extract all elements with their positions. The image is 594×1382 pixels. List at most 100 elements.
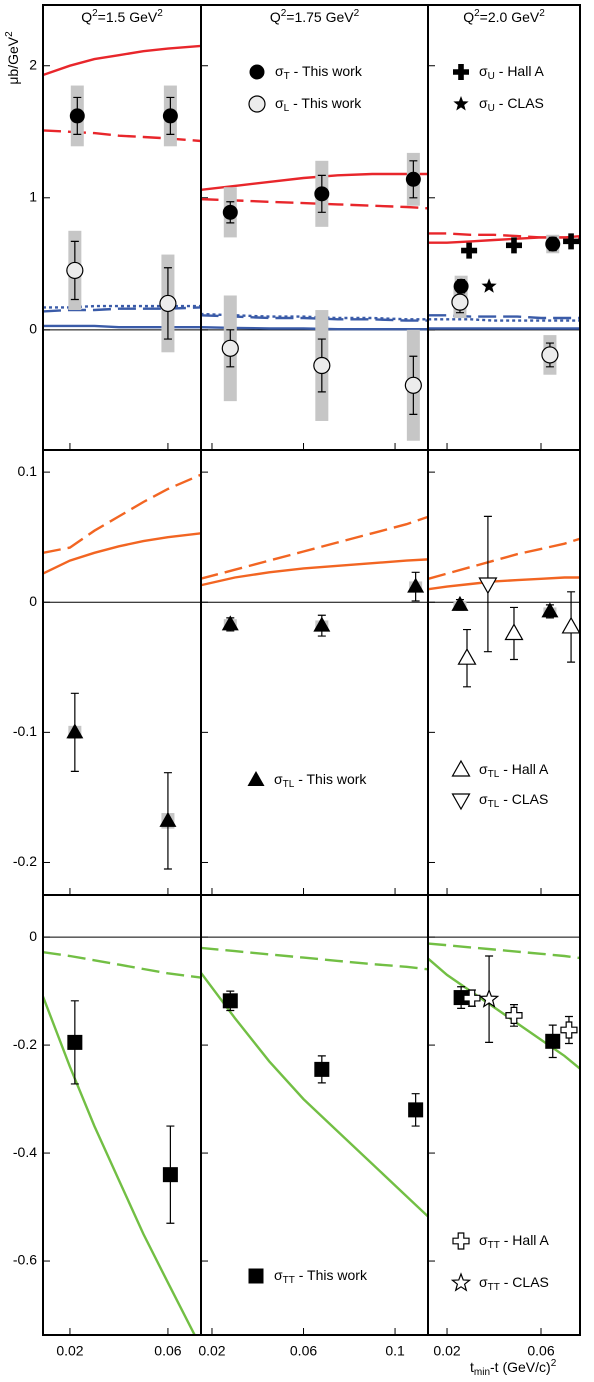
data-point (541, 346, 559, 364)
column-title-part: 2 (539, 8, 545, 19)
y-axis-label: μb/GeV2 (4, 31, 21, 85)
model-curve (43, 324, 201, 329)
column-title-part: Q (81, 9, 92, 25)
data-point (221, 339, 239, 357)
legend-label: σTL - Hall A (479, 761, 549, 780)
column-title-part: Q (270, 9, 281, 25)
legend-marker (451, 793, 471, 811)
column-title: Q2=2.0 GeV2 (463, 8, 545, 25)
panel-frame (42, 894, 202, 1336)
x-tick-label: 0.02 (433, 1343, 460, 1359)
legend-label: σU - Hall A (479, 63, 545, 82)
data-point (563, 233, 580, 250)
data-point (407, 577, 425, 593)
data-point (481, 278, 497, 293)
x-tick-label: 0.1 (385, 1343, 405, 1359)
legend-label-part: T (284, 71, 290, 82)
model-curve (428, 537, 580, 580)
data-point (313, 616, 331, 632)
data-point (453, 278, 469, 294)
x-axis-label-part: t (470, 1359, 474, 1375)
data-point (451, 595, 469, 611)
data-point (560, 1021, 578, 1039)
model-curve (428, 942, 580, 960)
column-title-part: 2 (474, 8, 480, 19)
model-curve (43, 996, 197, 1335)
data-point (159, 294, 177, 313)
model-curve (428, 318, 580, 322)
legend-label-part: - Hall A (495, 63, 545, 79)
x-tick-label: 0.02 (56, 1343, 83, 1359)
legend-label: σTT - CLAS (479, 1274, 549, 1293)
y-tick-label: -0.1 (13, 723, 37, 739)
legend-marker (451, 759, 471, 777)
legend-marker (248, 1268, 264, 1284)
data-point (504, 623, 524, 641)
column-title-part: =2.0 GeV (480, 9, 540, 25)
legend-label: σTT - This work (274, 1267, 368, 1286)
panel-frame (42, 449, 202, 896)
model-curve (201, 558, 428, 587)
legend-label-part: - CLAS (495, 95, 544, 111)
column-title: Q2=1.5 GeV2 (81, 8, 163, 25)
data-point (222, 204, 238, 220)
y-axis-label-part: μb/GeV (5, 36, 21, 84)
legend-marker (453, 64, 469, 80)
legend-label-part: σ (274, 771, 283, 787)
y-axis-label-part: 2 (4, 31, 15, 37)
panel-frame (200, 449, 429, 896)
y-tick-label: 0 (29, 593, 37, 609)
x-axis-label-part: -t (GeV/c) (490, 1359, 551, 1375)
data-point (408, 1102, 424, 1118)
model-curve (201, 197, 428, 210)
model-curve (428, 314, 580, 320)
legend-label-part: σ (479, 1232, 488, 1248)
panel-frame (42, 4, 202, 451)
data-point (478, 988, 500, 1008)
model-curve (201, 515, 428, 580)
legend-label-part: σ (479, 1274, 488, 1290)
data-point (545, 1033, 561, 1049)
model-curve (201, 946, 428, 971)
column-title: Q2=1.75 GeV2 (270, 8, 360, 25)
data-point (505, 237, 522, 254)
data-point (561, 616, 581, 634)
legend-label-part: σ (275, 63, 284, 79)
data-point (451, 293, 469, 311)
data-point (404, 376, 422, 394)
data-point (541, 602, 559, 618)
legend-label-part: - CLAS (499, 791, 548, 807)
legend-label-part: σ (274, 1267, 283, 1283)
legend-label-part: U (488, 71, 495, 82)
y-tick-label: -0.6 (13, 1252, 37, 1268)
column-title-part: =1.75 GeV (286, 9, 354, 25)
legend-label: σL - This work (275, 95, 362, 114)
model-curve (428, 576, 580, 591)
legend-label-part: - Hall A (500, 1232, 550, 1248)
legend-label: σU - CLAS (479, 95, 544, 114)
panel-frame (427, 894, 581, 1336)
legend-label-part: - This work (294, 771, 367, 787)
y-tick-label: 0 (29, 928, 37, 944)
column-title-part: 2 (157, 8, 163, 19)
legend-label-part: σ (479, 791, 488, 807)
model-curve (43, 44, 201, 77)
legend-label-part: σ (479, 63, 488, 79)
x-tick-label: 0.06 (154, 1343, 181, 1359)
legend-label-part: - This work (290, 63, 363, 79)
x-axis-label-part: min (474, 1367, 490, 1378)
y-tick-label: -0.2 (13, 1036, 37, 1052)
model-curve (43, 532, 201, 575)
legend-label-part: TL (488, 769, 500, 780)
legend-label-part: TT (283, 1275, 295, 1286)
data-point (314, 1061, 330, 1077)
data-point (457, 647, 477, 665)
y-tick-label: 0 (29, 321, 37, 337)
y-tick-label: 2 (29, 56, 37, 72)
column-title-part: 2 (281, 8, 287, 19)
legend-label: σT - This work (275, 63, 363, 82)
model-curve (43, 306, 201, 313)
data-point (505, 1006, 523, 1024)
